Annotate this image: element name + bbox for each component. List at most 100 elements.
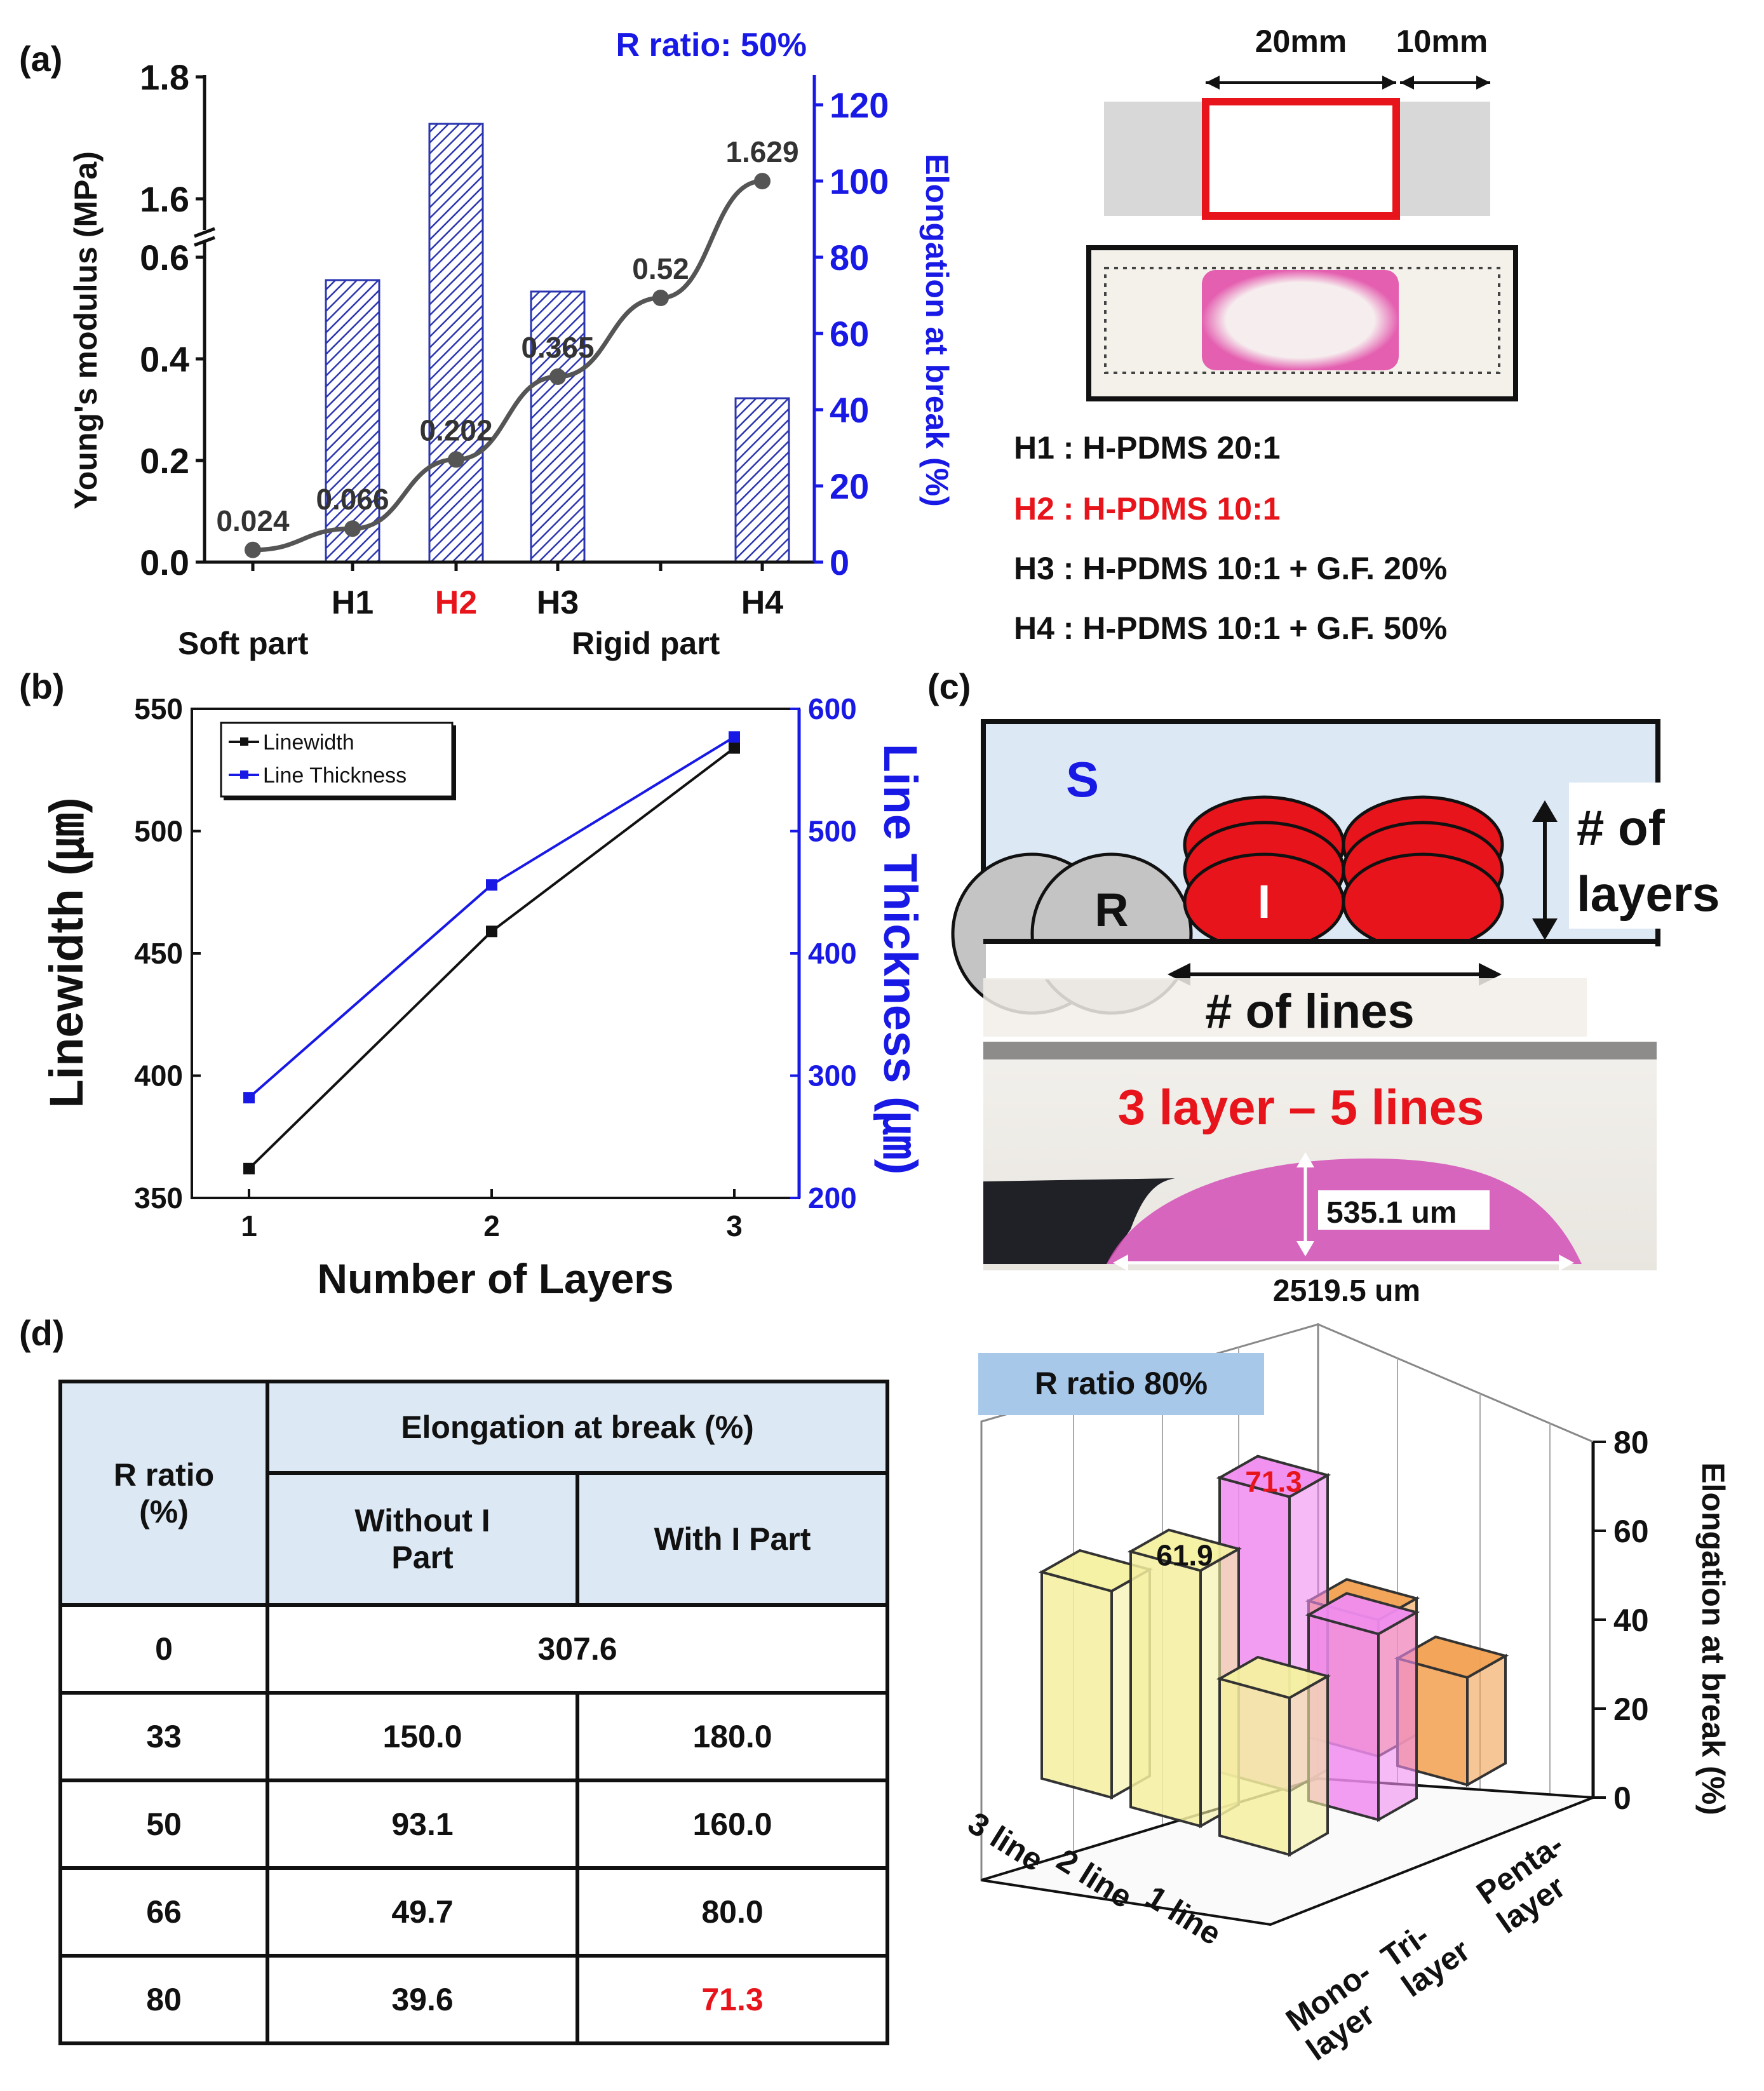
chart-a-point-label: 0.202 bbox=[419, 413, 492, 447]
chart-a-ytick-label: 0.0 bbox=[140, 542, 189, 582]
chart-b-y2tick-label: 200 bbox=[808, 1181, 857, 1214]
chart-a-xtick-label: H4 bbox=[741, 584, 784, 621]
schematic-c: S R I # of layers bbox=[951, 719, 1760, 1015]
table-cell-r: 33 bbox=[58, 1691, 269, 1782]
panel-b-label: (b) bbox=[19, 666, 65, 706]
schematic-s-label: S bbox=[1066, 751, 1099, 807]
cross-section-photo: # of lines 3 layer – 5 lines 535.1 um 25… bbox=[983, 978, 1657, 1308]
table-cell-without: 93.1 bbox=[266, 1778, 579, 1870]
chart-a-point bbox=[245, 541, 261, 558]
panel-a-label: (a) bbox=[19, 39, 62, 79]
material-h3: H3 : H-PDMS 10:1 + G.F. 20% bbox=[1014, 551, 1447, 586]
chart-a-ytick-label: 0.2 bbox=[140, 441, 189, 481]
chart-a-point-label: 0.024 bbox=[216, 504, 290, 537]
chart-3d-title: R ratio 80% bbox=[1035, 1366, 1208, 1401]
legend-linewidth: Linewidth bbox=[263, 730, 354, 755]
chart-3d-ztick-label: 20 bbox=[1613, 1691, 1649, 1727]
dim-20mm-label: 20mm bbox=[1255, 24, 1347, 59]
chart-b-ytick-label: 500 bbox=[134, 815, 183, 848]
chart-a-ytick-label: 0.6 bbox=[140, 238, 189, 278]
chart-a-y2tick-label: 20 bbox=[830, 466, 869, 506]
chart-b-ytick-label: 450 bbox=[134, 937, 183, 970]
chart-a-bar-h2 bbox=[428, 123, 484, 563]
chart-b-y2label: Line Thickness (㎛) bbox=[873, 744, 927, 1174]
chart-a-group-rigid: Rigid part bbox=[572, 626, 720, 661]
chart-b-series-line bbox=[248, 747, 736, 1170]
chart-b-point bbox=[486, 925, 497, 938]
chart-a-bar-h3 bbox=[530, 290, 586, 563]
chart-a-point-label: 0.52 bbox=[632, 252, 689, 285]
table-cell-with-highlight: 71.3 bbox=[576, 1954, 889, 2045]
chart-b-ylabel: Linewidth (㎛) bbox=[40, 797, 94, 1108]
chart-a-title: R ratio: 50% bbox=[616, 27, 807, 64]
chart-b-point bbox=[243, 1162, 255, 1174]
chart-3d-zlabel: Elongation at break (%) bbox=[1695, 1462, 1731, 1815]
table-cell-combined: 307.6 bbox=[266, 1603, 889, 1695]
chart-3d: 71.3 61.9 R ratio 80% 0 20 40 60 80 Elongatio… bbox=[962, 1322, 1731, 2067]
photo-title: 3 layer – 5 lines bbox=[1118, 1079, 1485, 1135]
elongation-table: R ratio (%) Elongation at break (%) Witho… bbox=[58, 1380, 889, 2045]
chart-a-point bbox=[549, 368, 566, 385]
chart-a-y2tick-label: 120 bbox=[830, 85, 889, 125]
specimen-pink-zone bbox=[1202, 270, 1399, 370]
chart-b-y2tick-label: 600 bbox=[808, 692, 857, 725]
chart-3d-ztick-label: 60 bbox=[1613, 1514, 1649, 1549]
dim-10mm-label: 10mm bbox=[1396, 24, 1488, 59]
chart-3d-bar-label: 71.3 bbox=[1245, 1465, 1302, 1498]
legend-line-thickness: Line Thickness bbox=[263, 763, 407, 788]
chart-a-point-label: 1.629 bbox=[725, 135, 798, 168]
table-cell-without: 49.7 bbox=[266, 1866, 579, 1958]
chart-a-bar-h1 bbox=[325, 279, 380, 563]
chart-b-xtick-label: 1 bbox=[241, 1209, 257, 1242]
chart-a: R ratio: 50% 0.024 0.066 0.202 0.365 0.52 1.6… bbox=[68, 27, 955, 661]
table-cell-r: 80 bbox=[58, 1954, 269, 2045]
specimen-red-frame bbox=[1202, 98, 1400, 220]
table-header-without: Without I Part bbox=[266, 1471, 579, 1607]
chart-a-point bbox=[652, 290, 669, 306]
chart-b-xtick-label: 3 bbox=[726, 1209, 743, 1242]
chart-b-ytick-label: 550 bbox=[134, 692, 183, 725]
chart-b-y2tick-label: 400 bbox=[808, 937, 857, 970]
table-header-elongation: Elongation at break (%) bbox=[266, 1380, 889, 1475]
chart-b-xlabel: Number of Layers bbox=[317, 1255, 673, 1302]
chart-a-group-soft: Soft part bbox=[178, 626, 309, 661]
chart-a-ylabel: Young's modulus (MPa) bbox=[68, 151, 104, 509]
material-h4: H4 : H-PDMS 10:1 + G.F. 50% bbox=[1014, 610, 1447, 646]
schematic-r-label: R bbox=[1094, 884, 1128, 936]
chart-3d-bar bbox=[1216, 1655, 1331, 1857]
chart-a-point bbox=[448, 451, 464, 468]
chart-a-y2tick-label: 0 bbox=[830, 542, 849, 582]
material-list: H1 : H-PDMS 20:1 H2 : H-PDMS 10:1 H3 : H… bbox=[1014, 430, 1447, 646]
chart-a-ytick-label: 1.8 bbox=[140, 57, 189, 97]
chart-b-ytick-label: 350 bbox=[134, 1181, 183, 1214]
chart-b-y2tick-label: 500 bbox=[808, 815, 857, 848]
material-h1: H1 : H-PDMS 20:1 bbox=[1014, 430, 1281, 466]
chart-a-point-label: 0.066 bbox=[316, 483, 389, 516]
panel-c-label: (c) bbox=[927, 666, 971, 706]
chart-3d-layer-label: Mono-layer bbox=[1279, 1954, 1398, 2067]
chart-b-point bbox=[243, 1092, 255, 1104]
chart-a-point-label: 0.365 bbox=[521, 331, 594, 364]
photo-width-label: 2519.5 um bbox=[1273, 1274, 1420, 1308]
chart-3d-ztick-label: 0 bbox=[1613, 1780, 1631, 1816]
chart-a-point bbox=[754, 173, 771, 190]
chart-a-y2tick-label: 40 bbox=[830, 390, 869, 430]
chart-a-xtick-label: H2 bbox=[435, 584, 477, 621]
schematic-i-label: I bbox=[1258, 875, 1271, 928]
specimen-diagram: 20mm 10mm bbox=[1086, 24, 1518, 401]
chart-a-ytick-label: 0.4 bbox=[140, 339, 189, 379]
chart-b-point bbox=[729, 742, 740, 754]
chart-3d-layer-label: Penta-layer bbox=[1470, 1826, 1590, 1940]
chart-a-xtick-label: H1 bbox=[332, 584, 374, 621]
photo-height-label: 535.1 um bbox=[1326, 1196, 1457, 1230]
chart-b-legend: Linewidth Line Thickness bbox=[220, 722, 456, 800]
table-cell-r: 66 bbox=[58, 1866, 269, 1958]
table-cell-r: 0 bbox=[58, 1603, 269, 1695]
table-cell-with: 80.0 bbox=[576, 1866, 889, 1958]
chart-a-xtick-label: H3 bbox=[537, 584, 579, 621]
chart-3d-ztick-label: 80 bbox=[1613, 1425, 1649, 1460]
table-cell-with: 160.0 bbox=[576, 1778, 889, 1870]
chart-3d-layer-label: Tri-layer bbox=[1375, 1903, 1476, 2004]
material-h2: H2 : H-PDMS 10:1 bbox=[1014, 491, 1281, 527]
